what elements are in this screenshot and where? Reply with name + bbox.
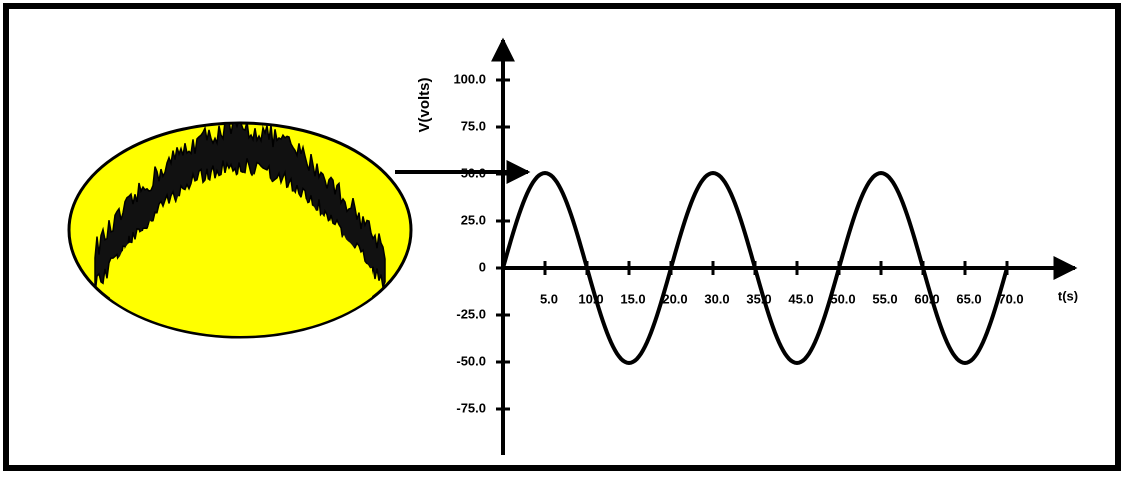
- x-tick-label: 60.0: [914, 291, 939, 306]
- y-tick-label: -50.0: [456, 353, 486, 368]
- y-tick-label: 0: [479, 259, 486, 274]
- diagram: V(volts) t(s) 100.0 75.0 50.0 25.0 0 -25.0 -50…: [0, 0, 1126, 480]
- x-tick-label: 55.0: [872, 291, 897, 306]
- y-tick-label: 50.0: [461, 165, 486, 180]
- x-tick-label: 15.0: [620, 291, 645, 306]
- y-tick-label: -75.0: [456, 400, 486, 415]
- x-tick-label: 65.0: [956, 291, 981, 306]
- x-tick-label: 10.0: [578, 291, 603, 306]
- x-tick-label: 45.0: [788, 291, 813, 306]
- x-tick-label: 20.0: [662, 291, 687, 306]
- y-axis-label: V(volts): [416, 77, 433, 132]
- x-tick-label: 70.0: [998, 291, 1023, 306]
- x-tick-label: 35.0: [746, 291, 771, 306]
- y-tick-label: 75.0: [461, 118, 486, 133]
- x-tick-label: 50.0: [830, 291, 855, 306]
- x-axis-label: t(s): [1058, 288, 1078, 303]
- y-tick-label: 100.0: [453, 71, 486, 86]
- x-tick-label: 30.0: [704, 291, 729, 306]
- x-tick-label: 5.0: [540, 291, 558, 306]
- y-tick-label: 25.0: [461, 212, 486, 227]
- y-tick-label: -25.0: [456, 306, 486, 321]
